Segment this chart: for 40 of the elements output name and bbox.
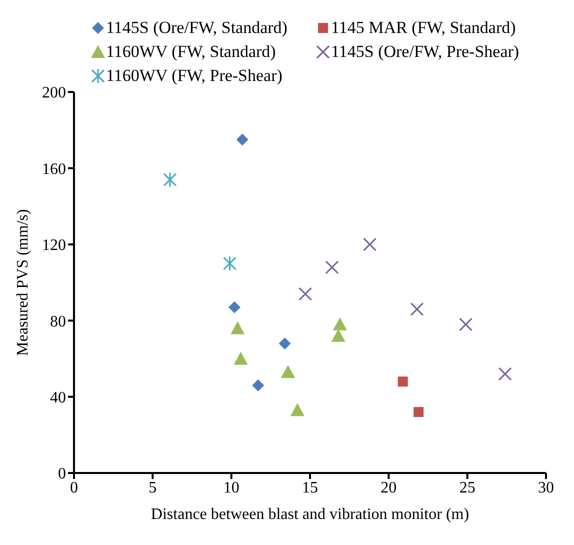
- x-tick-label: 25: [459, 479, 476, 496]
- point: [332, 317, 347, 330]
- point: [280, 365, 295, 378]
- x-tick-label: 0: [70, 479, 78, 496]
- point: [163, 172, 177, 188]
- point: [325, 260, 339, 274]
- point: [222, 256, 237, 272]
- x-tick-label: 20: [380, 479, 397, 496]
- x-tick-label: 15: [302, 479, 318, 496]
- legend-label: 1145S (Ore/FW, Standard): [106, 18, 288, 38]
- point: [252, 379, 264, 392]
- point: [410, 302, 424, 316]
- point: [298, 287, 312, 301]
- legend-label: 1160WV (FW, Pre-Shear): [106, 66, 282, 86]
- point: [414, 407, 424, 418]
- point: [290, 403, 304, 416]
- point: [362, 238, 377, 252]
- point: [331, 328, 346, 342]
- point: [398, 376, 408, 387]
- y-tick-label: 200: [42, 84, 66, 102]
- y-tick-label: 0: [58, 466, 66, 483]
- x-tick-label: 5: [148, 479, 157, 496]
- y-axis-title: Measured PVS (mm/s): [14, 209, 32, 356]
- y-tick-label: 80: [50, 313, 66, 330]
- point: [458, 318, 473, 332]
- y-tick-label: 40: [50, 389, 66, 406]
- x-tick-label: 10: [223, 479, 240, 496]
- point: [278, 337, 291, 350]
- x-axis-title: Distance between blast and vibration monitor (m): [150, 506, 470, 523]
- point: [498, 367, 512, 381]
- point: [234, 352, 248, 365]
- x-tick-label: 30: [538, 479, 554, 496]
- point: [230, 321, 245, 334]
- legend-label: 1145S (Ore/FW, Pre-Shear): [331, 42, 520, 62]
- legend-label: 1145 MAR (FW, Standard): [331, 18, 516, 38]
- y-tick-label: 120: [42, 237, 66, 254]
- y-tick-label: 160: [42, 160, 66, 178]
- point: [228, 301, 240, 314]
- legend-label: 1160WV (FW, Standard): [106, 42, 276, 62]
- point: [236, 134, 248, 146]
